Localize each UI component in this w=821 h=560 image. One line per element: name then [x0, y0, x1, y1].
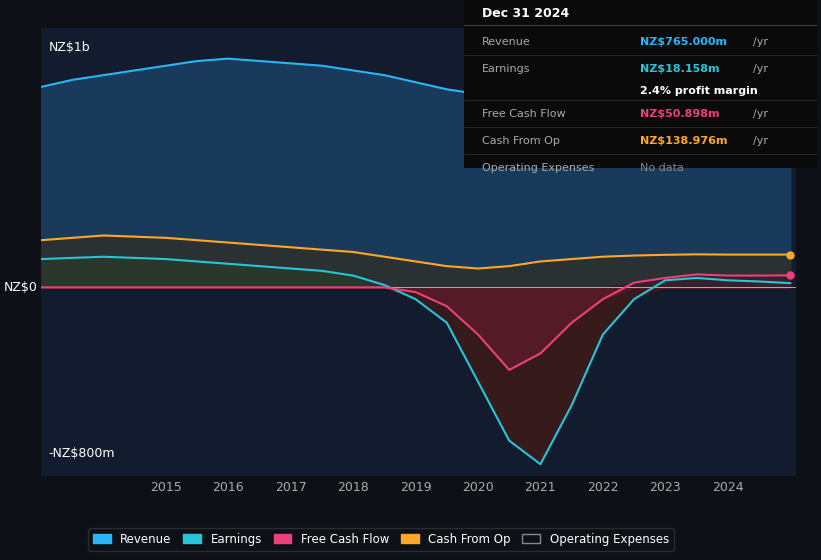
Text: NZ$50.898m: NZ$50.898m [640, 109, 720, 119]
Text: -NZ$800m: -NZ$800m [48, 447, 115, 460]
Text: Cash From Op: Cash From Op [481, 136, 559, 146]
Text: NZ$1b: NZ$1b [48, 41, 90, 54]
Text: Earnings: Earnings [481, 64, 530, 74]
Text: Revenue: Revenue [481, 37, 530, 47]
Text: NZ$138.976m: NZ$138.976m [640, 136, 728, 146]
Legend: Revenue, Earnings, Free Cash Flow, Cash From Op, Operating Expenses: Revenue, Earnings, Free Cash Flow, Cash … [89, 528, 673, 550]
Text: No data: No data [640, 162, 684, 172]
Text: NZ$0: NZ$0 [3, 281, 37, 294]
Text: Free Cash Flow: Free Cash Flow [481, 109, 565, 119]
Text: NZ$765.000m: NZ$765.000m [640, 37, 727, 47]
Text: /yr: /yr [754, 109, 768, 119]
Text: NZ$18.158m: NZ$18.158m [640, 64, 720, 74]
Text: Operating Expenses: Operating Expenses [481, 162, 594, 172]
Text: /yr: /yr [754, 64, 768, 74]
Text: Dec 31 2024: Dec 31 2024 [481, 7, 569, 20]
Text: 2.4% profit margin: 2.4% profit margin [640, 86, 758, 96]
Text: /yr: /yr [754, 37, 768, 47]
Text: /yr: /yr [754, 136, 768, 146]
